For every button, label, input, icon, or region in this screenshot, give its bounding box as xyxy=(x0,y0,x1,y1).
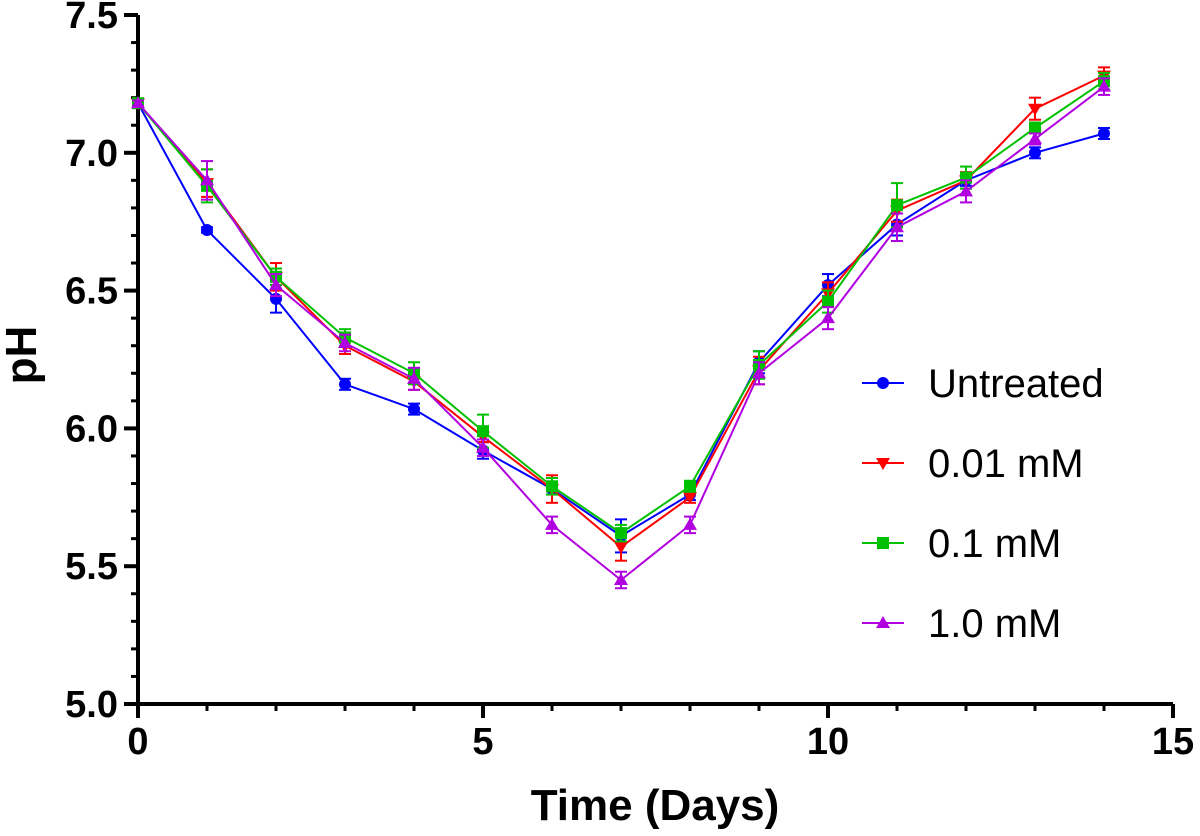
data-point xyxy=(476,440,490,453)
data-point xyxy=(545,517,559,530)
data-point xyxy=(684,480,696,493)
data-point xyxy=(891,199,903,212)
data-point xyxy=(131,96,145,109)
x-tick-label: 10 xyxy=(807,721,849,763)
legend-label: 0.01 mM xyxy=(928,442,1084,486)
legend-marker xyxy=(877,537,889,549)
data-point xyxy=(546,480,558,493)
data-point xyxy=(1029,146,1041,159)
x-tick-label: 15 xyxy=(1152,721,1194,763)
data-point xyxy=(1029,121,1041,134)
data-point xyxy=(1098,127,1110,140)
data-point xyxy=(683,492,697,505)
legend-item-0-01-mm: 0.01 mM xyxy=(862,442,1084,486)
axes: 5.0 5.5 6.0 6.5 7.0 7.5 0 5 10 15 xyxy=(65,0,1194,763)
data-point xyxy=(821,311,835,324)
data-point xyxy=(614,572,628,585)
data-point xyxy=(201,223,213,236)
legend-marker xyxy=(876,616,890,628)
legend-label: Untreated xyxy=(928,362,1104,406)
x-axis-title: Time (Days) xyxy=(531,781,780,830)
data-point xyxy=(407,371,421,384)
data-point xyxy=(890,220,904,233)
legend-item-1-0-mm: 1.0 mM xyxy=(862,602,1061,646)
y-tick-label: 5.5 xyxy=(65,546,118,588)
series-layer xyxy=(131,66,1111,590)
series-line xyxy=(137,85,1105,582)
y-tick-label: 6.0 xyxy=(65,408,118,450)
data-point xyxy=(614,541,628,554)
data-point xyxy=(200,173,214,186)
legend: Untreated 0.01 mM 0.1 mM 1.0 mM xyxy=(862,362,1104,646)
data-point xyxy=(1028,103,1042,116)
legend-marker xyxy=(877,377,889,389)
data-point xyxy=(477,425,489,438)
x-tick-label: 0 xyxy=(127,721,148,763)
legend-item-untreated: Untreated xyxy=(862,362,1104,406)
legend-label: 1.0 mM xyxy=(928,602,1061,646)
data-point xyxy=(683,517,697,530)
data-point xyxy=(615,527,627,540)
y-tick-label: 6.5 xyxy=(65,271,118,313)
data-point xyxy=(408,403,420,416)
data-point xyxy=(752,366,766,379)
data-point xyxy=(1097,79,1111,92)
data-point xyxy=(338,335,352,348)
data-point xyxy=(959,184,973,197)
legend-item-0-1-mm: 0.1 mM xyxy=(862,522,1061,566)
data-point xyxy=(1028,132,1042,145)
data-point xyxy=(339,378,351,391)
y-axis-title: pH xyxy=(0,326,46,385)
series-1-0-mm xyxy=(131,77,1111,590)
x-tick-label: 5 xyxy=(472,721,493,763)
legend-marker xyxy=(876,458,890,470)
data-point xyxy=(269,278,283,291)
legend-label: 0.1 mM xyxy=(928,522,1061,566)
y-tick-label: 7.0 xyxy=(65,133,118,175)
data-point xyxy=(822,295,834,308)
y-tick-label: 7.5 xyxy=(65,0,118,37)
series-0-01-mm xyxy=(131,66,1111,562)
y-tick-label: 5.0 xyxy=(65,684,118,726)
